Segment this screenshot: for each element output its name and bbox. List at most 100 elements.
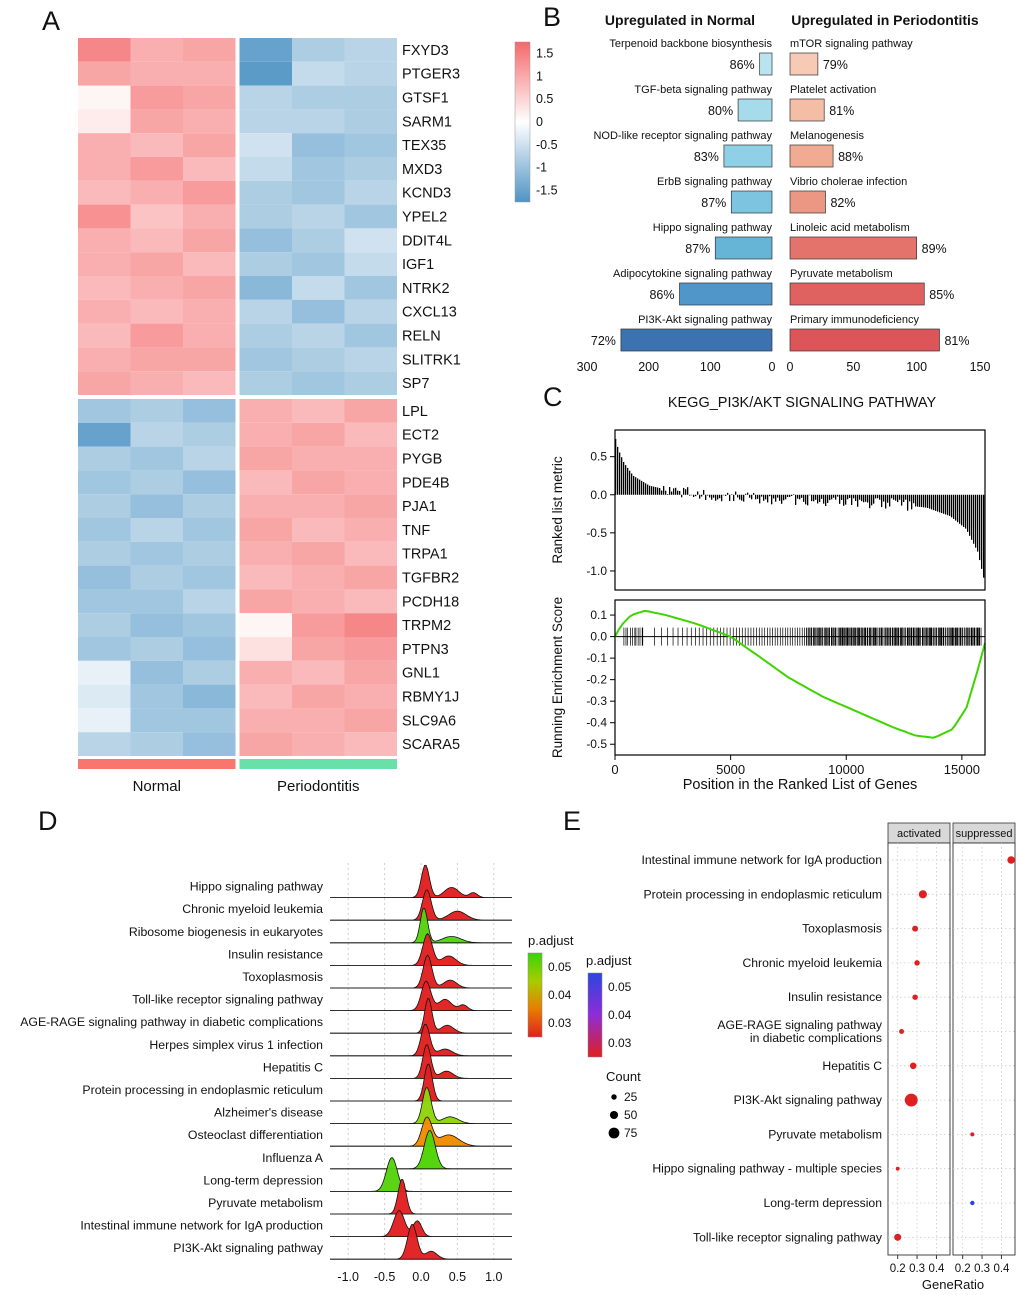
axis-tick-label: 0 bbox=[787, 360, 794, 374]
heatmap-cell bbox=[344, 157, 397, 181]
colorbar bbox=[514, 41, 531, 203]
ranked-bar bbox=[913, 494, 915, 504]
ranked-bar bbox=[937, 494, 939, 512]
ranked-bar bbox=[713, 494, 715, 498]
ranked-bar bbox=[977, 494, 979, 552]
heatmap-cell bbox=[239, 371, 292, 395]
heatmap-cell bbox=[292, 565, 345, 590]
percent-label: 87% bbox=[685, 242, 710, 256]
dot bbox=[912, 925, 919, 932]
ranked-bar bbox=[929, 494, 931, 509]
heatmap-cell bbox=[239, 589, 292, 614]
ranked-bar bbox=[971, 494, 973, 540]
heatmap-cell bbox=[183, 252, 236, 276]
y-axis-label: Running Enrichment Score bbox=[550, 597, 565, 758]
ranked-bar bbox=[833, 494, 835, 498]
ranked-bar bbox=[839, 494, 841, 504]
ranked-bar bbox=[701, 494, 703, 497]
ridge-label: AGE-RAGE signaling pathway in diabetic c… bbox=[20, 1015, 323, 1029]
heatmap-cell bbox=[292, 85, 345, 110]
gene-label: PTPN3 bbox=[402, 642, 449, 658]
heatmap-cell bbox=[292, 371, 345, 395]
percent-label: 81% bbox=[944, 334, 969, 348]
heatmap-cell bbox=[78, 732, 131, 756]
bar bbox=[679, 282, 773, 306]
heatmap-cell bbox=[130, 276, 183, 300]
dot bbox=[1007, 856, 1015, 864]
ranked-bar bbox=[653, 486, 655, 495]
gene-label: ECT2 bbox=[402, 428, 439, 444]
bar bbox=[789, 282, 925, 306]
heatmap-cell bbox=[130, 252, 183, 276]
ranked-bar bbox=[857, 494, 859, 507]
legend-tick-label: 25 bbox=[624, 1090, 638, 1104]
ranked-bar bbox=[801, 494, 803, 498]
ranked-bar bbox=[743, 494, 745, 502]
bar-name: Vibrio cholerae infection bbox=[790, 176, 907, 188]
ridge bbox=[330, 908, 512, 944]
ranked-bar bbox=[697, 491, 699, 495]
heatmap-cell bbox=[292, 446, 345, 471]
ranked-bar bbox=[975, 494, 977, 548]
heatmap-cell bbox=[344, 399, 397, 423]
heatmap-cell bbox=[183, 660, 236, 685]
heatmap-cell bbox=[130, 660, 183, 685]
heatmap-cell bbox=[78, 422, 131, 447]
heatmap-cell bbox=[130, 204, 183, 229]
colorbar-tick-label: -0.5 bbox=[536, 138, 558, 152]
ranked-bar bbox=[881, 494, 883, 508]
bar-name: ErbB signaling pathway bbox=[657, 176, 772, 188]
axis-tick-label: -0.5 bbox=[586, 526, 607, 540]
ranked-bar bbox=[861, 494, 863, 502]
category-label: Long-term depression bbox=[763, 1196, 882, 1210]
heatmap-cell bbox=[130, 541, 183, 566]
ranked-bar bbox=[753, 493, 755, 495]
panel-label-e: E bbox=[563, 806, 582, 836]
heatmap-cell bbox=[239, 180, 292, 205]
ranked-bar bbox=[889, 494, 891, 507]
ranked-bar bbox=[675, 487, 677, 495]
heatmap-cell bbox=[292, 38, 345, 62]
heatmap-cell bbox=[239, 541, 292, 566]
ranked-bar bbox=[945, 494, 947, 515]
ranked-bar bbox=[887, 494, 889, 503]
heatmap-cell bbox=[292, 708, 345, 733]
heatmap-cell bbox=[130, 323, 183, 348]
facet-header-label: activated bbox=[897, 828, 941, 840]
ridge-label: Pyruvate metabolism bbox=[208, 1196, 323, 1210]
bar-name: Linoleic acid metabolism bbox=[790, 222, 910, 234]
gene-label: SLC9A6 bbox=[402, 713, 456, 729]
ranked-bar bbox=[915, 494, 917, 507]
bar bbox=[759, 52, 773, 76]
heatmap-cell bbox=[130, 180, 183, 205]
gene-label: PDE4B bbox=[402, 475, 450, 491]
heatmap-cell bbox=[183, 157, 236, 181]
dot bbox=[895, 1166, 900, 1171]
ridge-label: PI3K-Akt signaling pathway bbox=[173, 1241, 324, 1255]
dot bbox=[914, 960, 920, 966]
ranked-bar bbox=[779, 494, 781, 501]
ranked-bar bbox=[925, 494, 927, 508]
category-label: Hepatitis C bbox=[822, 1059, 882, 1073]
percent-label: 79% bbox=[823, 58, 848, 72]
heatmap-cell bbox=[239, 252, 292, 276]
heatmap-cell bbox=[292, 252, 345, 276]
gene-label: MXD3 bbox=[402, 162, 442, 178]
bar bbox=[789, 144, 834, 168]
ranked-bar bbox=[783, 494, 785, 501]
heatmap-cell bbox=[183, 228, 236, 253]
bar-name: Adipocytokine signaling pathway bbox=[613, 268, 772, 280]
ranked-bar bbox=[723, 494, 725, 496]
ranked-bar bbox=[893, 494, 895, 500]
heatmap-cell bbox=[183, 299, 236, 324]
colorbar-tick-label: 1.5 bbox=[536, 46, 553, 60]
legend-tick-label: 0.04 bbox=[548, 988, 572, 1002]
ranked-bar bbox=[757, 494, 759, 499]
percent-label: 88% bbox=[838, 150, 863, 164]
ranked-bar bbox=[659, 487, 661, 495]
legend-tick-label: 0.05 bbox=[548, 960, 572, 974]
heatmap-cell bbox=[183, 684, 236, 709]
heatmap-cell bbox=[292, 276, 345, 300]
heatmap-cell bbox=[78, 252, 131, 276]
heatmap-cell bbox=[78, 204, 131, 229]
